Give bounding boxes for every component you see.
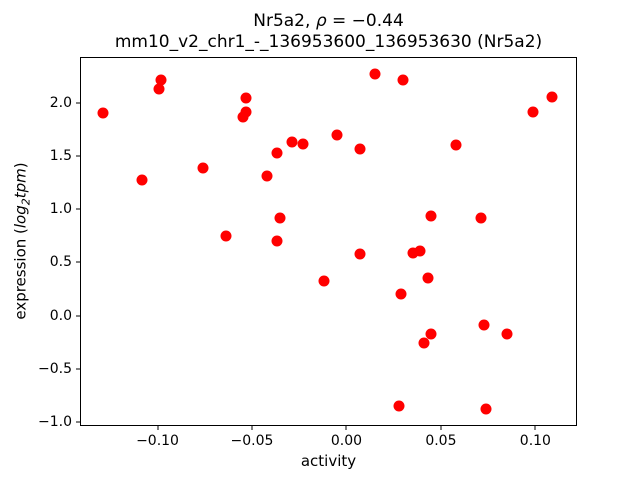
- scatter-point: [354, 248, 366, 260]
- x-tick-mark: [251, 425, 253, 430]
- x-tick-label: 0.05: [425, 433, 457, 449]
- scatter-point: [274, 212, 286, 224]
- scatter-point: [354, 143, 366, 155]
- chart-subtitle: mm10_v2_chr1_-_136953600_136953630 (Nr5a…: [114, 32, 543, 52]
- y-axis-label-log: log: [11, 205, 30, 229]
- chart-title-rho-value: = −0.44: [326, 11, 404, 31]
- y-axis-label-text: expression (: [11, 228, 30, 320]
- scatter-point: [546, 91, 558, 103]
- y-axis-label-log-base: 2: [19, 198, 33, 206]
- y-tick-label: 1.0: [49, 201, 72, 218]
- scatter-point: [240, 92, 252, 104]
- y-tick-mark: [76, 208, 81, 210]
- x-tick-label: −0.10: [136, 433, 179, 449]
- scatter-point: [237, 111, 249, 123]
- y-tick-mark: [76, 315, 81, 317]
- scatter-point: [414, 245, 426, 257]
- y-tick-mark: [76, 368, 81, 370]
- scatter-point: [155, 74, 167, 86]
- x-tick-label: −0.05: [230, 433, 274, 449]
- scatter-point: [136, 174, 148, 186]
- x-tick-mark: [534, 425, 536, 430]
- scatter-point: [418, 337, 430, 349]
- scatter-point: [393, 400, 405, 412]
- scatter-point: [397, 74, 409, 86]
- y-axis-label-tpm: tpm: [11, 168, 30, 199]
- scatter-point: [286, 136, 298, 148]
- y-tick-mark: [76, 261, 81, 263]
- scatter-point: [450, 139, 462, 151]
- scatter-point: [220, 230, 232, 242]
- y-axis-label-close: ): [11, 162, 30, 169]
- y-axis-label: expression (log2tpm): [12, 162, 33, 319]
- y-tick-label: 0.0: [49, 307, 72, 324]
- plot-area: −0.10 −0.05 0.00 0.05 0.10 −1.0 −0.5 0.0 0.5 1.0 1…: [38, 57, 577, 449]
- y-tick-mark: [76, 155, 81, 157]
- x-tick-mark: [345, 425, 347, 430]
- rho-symbol: ρ: [315, 11, 327, 31]
- scatter-point: [271, 147, 283, 159]
- y-tick-label: 2.0: [49, 95, 72, 112]
- scatter-point: [501, 328, 513, 340]
- scatter-point: [271, 235, 283, 247]
- scatter-point: [475, 212, 487, 224]
- x-tick-label: 0.00: [330, 433, 363, 449]
- scatter-point: [425, 210, 437, 222]
- scatter-point: [369, 68, 381, 80]
- y-tick-label: 1.5: [49, 148, 72, 165]
- scatter-point: [297, 138, 309, 149]
- x-axis-label: activity: [300, 452, 357, 470]
- y-tick-mark: [76, 421, 81, 423]
- scatter-point: [407, 247, 419, 259]
- scatter-point: [478, 319, 490, 331]
- y-tick-label: 0.5: [49, 254, 72, 271]
- scatter-point: [331, 129, 343, 141]
- scatter-point: [395, 288, 407, 300]
- scatter-point: [153, 83, 165, 95]
- chart-title: Nr5a2, ρ = −0.44: [80, 11, 577, 31]
- x-tick-mark: [157, 425, 159, 430]
- scatter-point: [318, 275, 330, 287]
- x-tick-mark: [440, 425, 442, 430]
- scatter-point: [197, 162, 209, 174]
- scatter-point: [425, 328, 437, 340]
- y-tick-mark: [76, 102, 81, 104]
- scatter-point: [240, 106, 252, 118]
- y-tick-label: −1.0: [38, 413, 72, 430]
- y-tick-label: −0.5: [38, 360, 72, 377]
- scatter-point: [97, 107, 109, 119]
- x-tick-label: 0.10: [519, 433, 551, 449]
- scatter-point: [261, 170, 273, 182]
- scatter-point: [480, 403, 492, 415]
- scatter-point: [527, 106, 539, 118]
- scatter-point: [422, 272, 434, 284]
- chart-title-gene: Nr5a2,: [253, 11, 316, 31]
